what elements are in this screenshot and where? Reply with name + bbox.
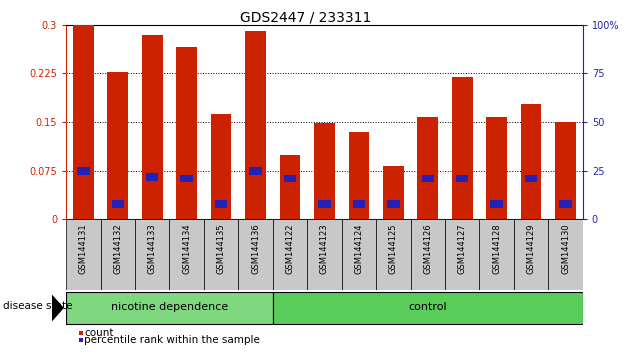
Bar (445, 219, 479, 290)
Text: GSM144132: GSM144132 (113, 223, 122, 274)
Bar (77, 167, 89, 175)
Bar (452, 77, 472, 219)
Text: GSM144129: GSM144129 (527, 223, 536, 274)
Bar (486, 117, 507, 219)
Bar (280, 155, 301, 219)
Bar (411, 219, 445, 290)
Polygon shape (52, 295, 63, 321)
Bar (307, 219, 341, 290)
Text: GSM144133: GSM144133 (148, 223, 157, 274)
Bar (180, 175, 193, 182)
Text: control: control (408, 302, 447, 312)
Text: disease state: disease state (3, 301, 72, 311)
Bar (66, 219, 101, 290)
Bar (215, 200, 227, 208)
Text: GSM144122: GSM144122 (285, 223, 294, 274)
Text: GDS2447 / 233311: GDS2447 / 233311 (240, 11, 371, 25)
Text: nicotine dependence: nicotine dependence (111, 302, 228, 312)
Bar (112, 200, 124, 208)
Text: GSM144135: GSM144135 (217, 223, 226, 274)
Bar (142, 34, 163, 219)
Text: GSM144131: GSM144131 (79, 223, 88, 274)
Bar (245, 31, 266, 219)
Bar (273, 292, 583, 324)
Text: count: count (84, 328, 113, 338)
Bar (548, 219, 583, 290)
Bar (353, 200, 365, 208)
Bar (204, 219, 238, 290)
Bar (559, 200, 572, 208)
Text: GSM144130: GSM144130 (561, 223, 570, 274)
Bar (479, 219, 514, 290)
Bar (525, 175, 537, 182)
Bar (341, 219, 376, 290)
Text: GSM144123: GSM144123 (320, 223, 329, 274)
Bar (284, 175, 296, 182)
Bar (273, 219, 307, 290)
Bar (514, 219, 548, 290)
Bar (490, 200, 503, 208)
Text: GSM144134: GSM144134 (182, 223, 191, 274)
Bar (108, 72, 128, 219)
Text: GSM144128: GSM144128 (492, 223, 501, 274)
Bar (555, 122, 576, 219)
Bar (211, 114, 231, 219)
Bar (146, 173, 159, 181)
Text: GSM144127: GSM144127 (458, 223, 467, 274)
Bar (66, 292, 273, 324)
Text: GSM144125: GSM144125 (389, 223, 398, 274)
Bar (348, 132, 369, 219)
Bar (249, 167, 262, 175)
Bar (456, 175, 469, 182)
Bar (176, 47, 197, 219)
Text: GSM144136: GSM144136 (251, 223, 260, 274)
Bar (421, 175, 434, 182)
Bar (314, 124, 335, 219)
Bar (387, 200, 399, 208)
Bar (238, 219, 273, 290)
Bar (376, 219, 411, 290)
Bar (169, 219, 204, 290)
Bar (135, 219, 169, 290)
Bar (521, 104, 541, 219)
Bar (418, 117, 438, 219)
Bar (383, 166, 404, 219)
Text: GSM144124: GSM144124 (355, 223, 364, 274)
Text: percentile rank within the sample: percentile rank within the sample (84, 335, 260, 345)
Bar (318, 200, 331, 208)
Text: GSM144126: GSM144126 (423, 223, 432, 274)
Bar (101, 219, 135, 290)
Bar (73, 25, 94, 219)
